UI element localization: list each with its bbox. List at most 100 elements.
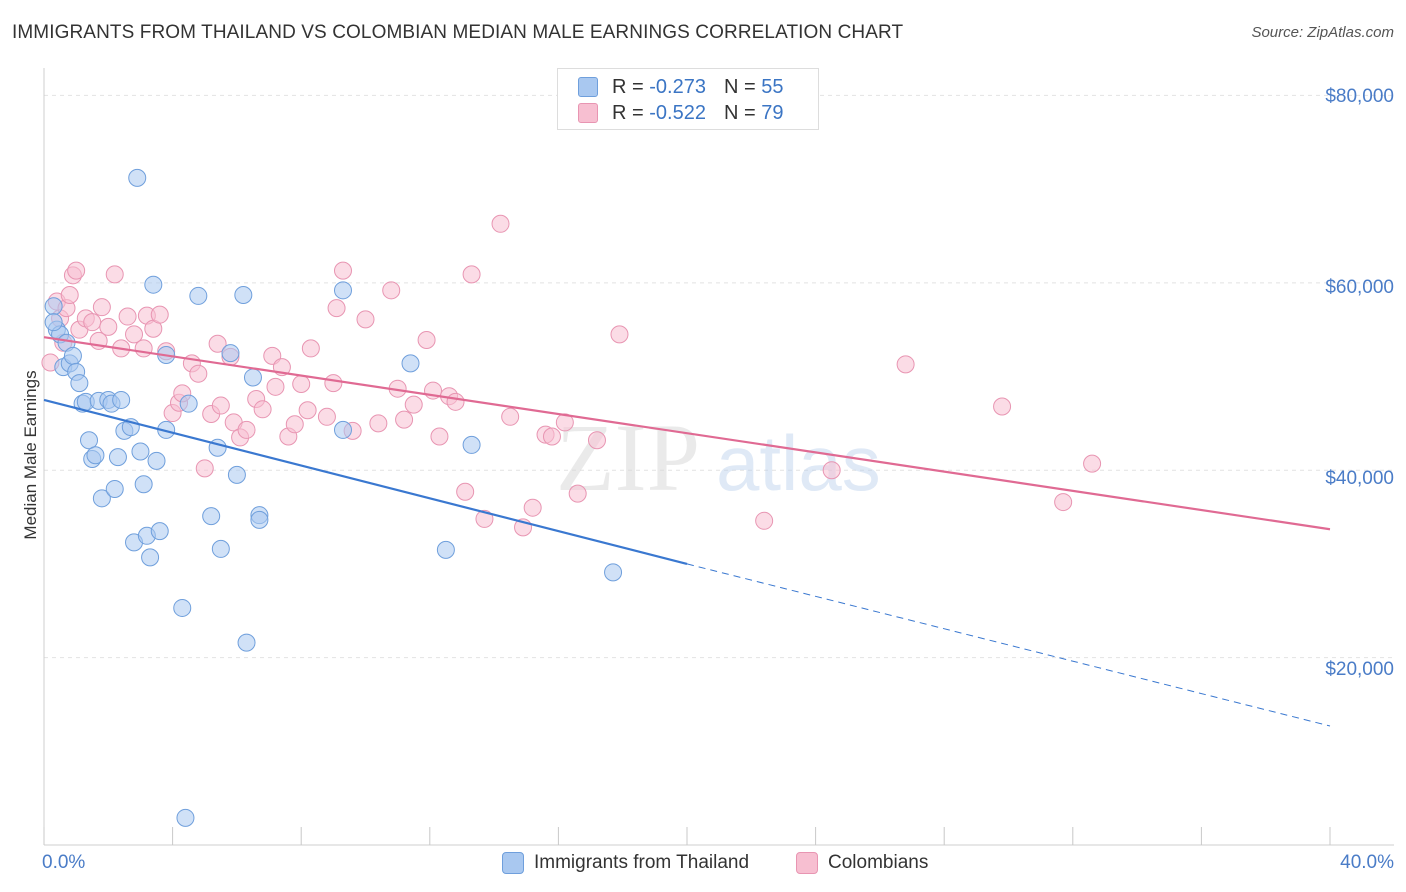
colombians-point [1083, 454, 1102, 473]
thailand-point [44, 297, 63, 316]
thailand-point [80, 431, 99, 450]
colombians-point [60, 285, 79, 304]
colombians-point [237, 420, 256, 439]
legend-r-label: R = [612, 101, 644, 124]
x-tick-left: 0.0% [42, 852, 86, 873]
colombians-point [105, 265, 124, 284]
thailand-point [105, 479, 124, 498]
legend-n-value: 55 [761, 75, 784, 98]
thailand-point [92, 489, 111, 508]
thailand-point [436, 540, 455, 559]
colombians-point [67, 261, 86, 280]
thailand-point [462, 435, 481, 454]
thailand-point [250, 510, 269, 529]
x-tick-right: 40.0% [1340, 852, 1394, 873]
y-tick-60000: $60,000 [1325, 277, 1394, 298]
thailand-point [189, 286, 208, 305]
bottom-legend-colombians: Colombians [796, 852, 928, 874]
thailand-point [179, 394, 198, 413]
colombians-point [568, 484, 587, 503]
legend-n-label: N = [723, 101, 756, 124]
colombians-point [301, 339, 320, 358]
colombians-point [822, 461, 841, 480]
thailand-point [70, 374, 89, 393]
colombians-point [125, 325, 144, 344]
colombians-point [356, 310, 375, 329]
thailand-point [333, 420, 352, 439]
bottom-legend-label-thailand: Immigrants from Thailand [534, 852, 750, 873]
trend-lines [43, 336, 1331, 727]
legend-n-label: N = [723, 75, 756, 98]
thailand-point [221, 344, 240, 363]
colombians-point [1054, 493, 1073, 512]
colombians-point [475, 509, 494, 528]
y-tick-20000: $20,000 [1325, 659, 1394, 680]
colombians-point [456, 482, 475, 501]
thailand-points [44, 168, 623, 827]
bottom-legend-swatch-colombians [796, 852, 818, 874]
legend-row-colombians: R = -0.522 N = 79 [578, 100, 783, 126]
thailand-point [173, 598, 192, 617]
colombians-point [542, 427, 561, 446]
colombians-point [404, 395, 423, 414]
thailand-point [237, 633, 256, 652]
thailand-point [227, 465, 246, 484]
legend-r-value: -0.522 [649, 101, 706, 124]
colombians-point [993, 397, 1012, 416]
legend-r-value: -0.273 [649, 75, 706, 98]
y-tick-80000: $80,000 [1325, 86, 1394, 107]
colombians-point [99, 317, 118, 336]
legend-r-label: R = [612, 75, 644, 98]
thailand-point [131, 442, 150, 461]
colombians-point [395, 410, 414, 429]
bottom-legend-thailand: Immigrants from Thailand [502, 852, 749, 874]
colombians-point [587, 431, 606, 450]
y-axis-label: Median Male Earnings [21, 370, 40, 540]
colombians-point [324, 374, 343, 393]
chart-title: IMMIGRANTS FROM THAILAND VS COLOMBIAN ME… [12, 22, 904, 43]
colombians-point [317, 407, 336, 426]
colombians-point [285, 415, 304, 434]
colombians-point [462, 265, 481, 284]
colombians-point [446, 392, 465, 411]
y-tick-40000: $40,000 [1325, 468, 1394, 489]
legend-swatch-colombians [578, 103, 598, 123]
thailand-point [108, 448, 127, 467]
thailand-point [144, 275, 163, 294]
colombians-point [298, 401, 317, 420]
colombians-point [501, 407, 520, 426]
thailand-point [202, 507, 221, 526]
colombians-point [134, 339, 153, 358]
thailand-trend-line [43, 398, 688, 565]
thailand-point [86, 446, 105, 465]
thailand-trend-extrapolation [686, 563, 1331, 727]
colombians-point [195, 459, 214, 478]
correlation-legend: R = -0.273 N = 55 R = -0.522 N = 79 [557, 68, 819, 130]
bottom-legend-swatch-thailand [502, 852, 524, 874]
colombians-point [382, 281, 401, 300]
colombians-point [189, 364, 208, 383]
colombians-point [491, 214, 510, 233]
legend-row-thailand: R = -0.273 N = 55 [578, 74, 783, 100]
bottom-legend-label-colombians: Colombians [828, 852, 929, 873]
colombians-point [430, 427, 449, 446]
colombians-trend-line [43, 336, 1331, 531]
source-label: Source: ZipAtlas.com [1251, 24, 1394, 41]
colombians-point [266, 377, 285, 396]
axes [43, 68, 1394, 846]
colombians-point [211, 396, 230, 415]
colombians-point [118, 307, 137, 326]
colombians-point [150, 305, 169, 324]
colombians-point [896, 355, 915, 374]
watermark-atlas: atlas [716, 419, 881, 507]
thailand-point [211, 539, 230, 558]
colombians-point [92, 298, 111, 317]
thailand-point [176, 808, 195, 827]
thailand-point [134, 475, 153, 494]
colombians-point [369, 414, 388, 433]
colombians-points [41, 214, 1102, 537]
thailand-point [401, 354, 420, 373]
colombians-point [253, 400, 272, 419]
colombians-point [83, 313, 102, 332]
thailand-point [44, 313, 63, 332]
